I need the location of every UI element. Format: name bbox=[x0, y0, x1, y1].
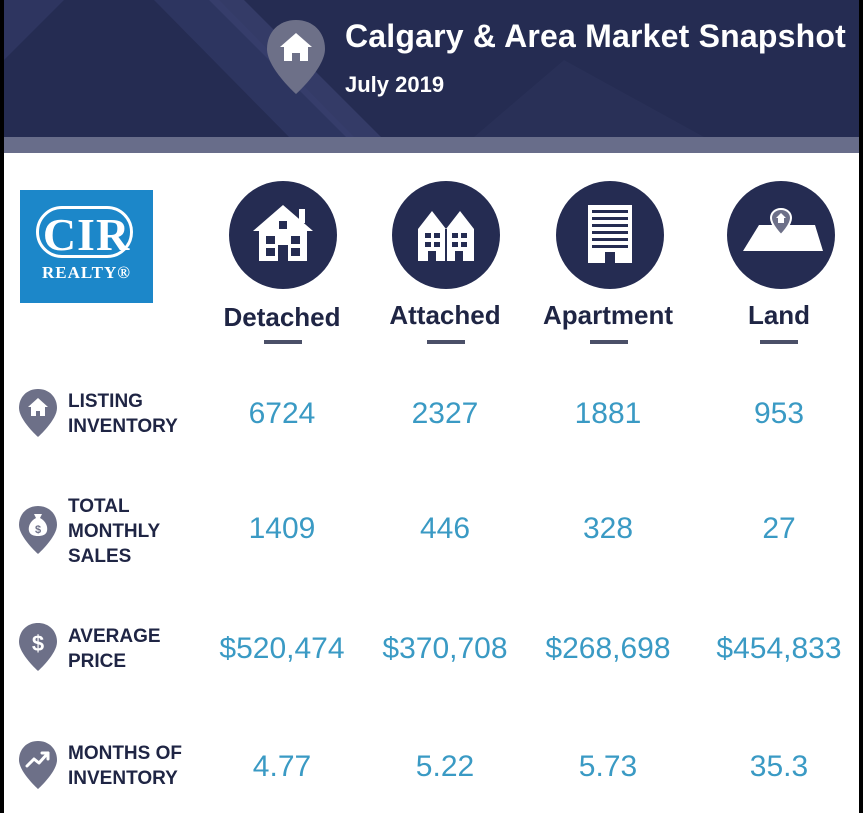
row-label-total-monthly-sales: TOTAL MONTHLY SALES bbox=[68, 496, 161, 567]
value-detached-listing-inventory: 6724 bbox=[248, 397, 316, 430]
logo-mark: CIR bbox=[42, 209, 131, 260]
trend-pin-icon bbox=[19, 741, 57, 789]
money-bag-pin-icon: $ bbox=[19, 506, 57, 554]
market-snapshot-page: Calgary & Area Market Snapshot July 2019… bbox=[4, 0, 859, 813]
category-label-detached: Detached bbox=[223, 302, 341, 332]
row-label-listing-inventory: LISTING INVENTORY bbox=[68, 391, 178, 437]
category-label-land: Land bbox=[747, 300, 811, 330]
value-land-average-price: $454,833 bbox=[716, 632, 842, 665]
page-title: Calgary & Area Market Snapshot bbox=[345, 18, 846, 54]
value-detached-average-price: $520,474 bbox=[219, 632, 345, 665]
category-underline bbox=[264, 340, 302, 344]
value-detached-months-of-inventory: 4.77 bbox=[252, 750, 312, 783]
logo-wordmark: REALTY® bbox=[42, 263, 131, 282]
svg-text:$: $ bbox=[32, 631, 44, 656]
value-attached-listing-inventory: 2327 bbox=[411, 397, 479, 430]
detached-house-icon bbox=[229, 181, 337, 289]
category-label-attached: Attached bbox=[389, 300, 501, 330]
row-label-months-of-inventory: MONTHS OF INVENTORY bbox=[68, 743, 182, 789]
value-apartment-average-price: $268,698 bbox=[545, 632, 671, 665]
category-underline bbox=[427, 340, 465, 344]
value-apartment-listing-inventory: 1881 bbox=[574, 397, 642, 430]
dollar-pin-icon: $ bbox=[19, 623, 57, 671]
land-plot-icon bbox=[727, 181, 835, 289]
house-pin-icon bbox=[19, 389, 57, 437]
value-apartment-months-of-inventory: 5.73 bbox=[578, 750, 638, 783]
house-pin-icon bbox=[267, 20, 325, 94]
value-land-months-of-inventory: 35.3 bbox=[749, 750, 809, 783]
page-subtitle: July 2019 bbox=[345, 72, 445, 97]
category-underline bbox=[760, 340, 798, 344]
header-stripe bbox=[4, 137, 859, 153]
value-attached-months-of-inventory: 5.22 bbox=[415, 750, 475, 783]
row-label-average-price: AVERAGE PRICE bbox=[68, 626, 161, 672]
apartment-building-icon bbox=[556, 181, 664, 289]
cir-realty-logo: CIR REALTY® bbox=[20, 190, 153, 303]
value-land-total-monthly-sales: 27 bbox=[762, 512, 796, 545]
category-underline bbox=[590, 340, 628, 344]
value-attached-total-monthly-sales: 446 bbox=[419, 512, 471, 545]
logo-ring bbox=[36, 206, 133, 258]
value-apartment-total-monthly-sales: 328 bbox=[582, 512, 634, 545]
value-land-listing-inventory: 953 bbox=[753, 397, 805, 430]
category-label-apartment: Apartment bbox=[542, 300, 673, 330]
value-detached-total-monthly-sales: 1409 bbox=[248, 512, 316, 545]
townhouse-icon bbox=[392, 181, 500, 289]
value-attached-average-price: $370,708 bbox=[382, 632, 508, 665]
header-banner: Calgary & Area Market Snapshot July 2019 bbox=[4, 0, 859, 137]
svg-text:$: $ bbox=[35, 524, 41, 536]
